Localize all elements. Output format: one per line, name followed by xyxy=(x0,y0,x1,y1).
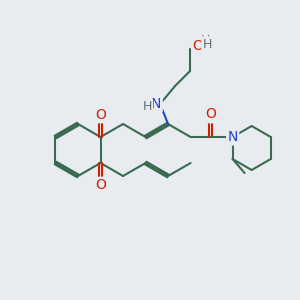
Text: H: H xyxy=(202,38,212,50)
Text: N: N xyxy=(227,130,238,144)
Text: O: O xyxy=(95,108,106,122)
Text: O: O xyxy=(205,107,216,121)
Text: O: O xyxy=(95,178,106,192)
Text: O: O xyxy=(193,37,203,51)
Text: N: N xyxy=(151,97,161,111)
Text: H: H xyxy=(144,101,154,115)
Text: O: O xyxy=(193,39,203,53)
Text: H: H xyxy=(200,34,210,47)
Text: H: H xyxy=(142,100,152,112)
Text: O: O xyxy=(205,108,216,122)
Text: N: N xyxy=(227,130,238,144)
Text: N: N xyxy=(151,97,161,111)
